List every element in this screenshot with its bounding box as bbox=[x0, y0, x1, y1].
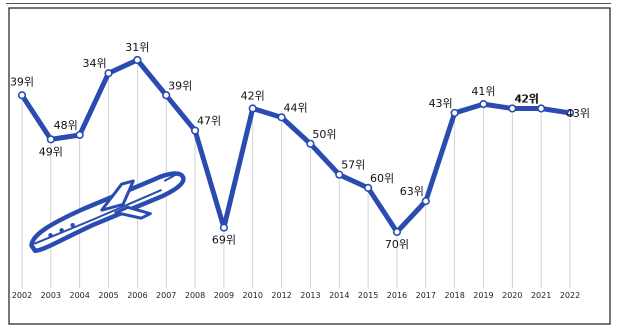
airplane-icon bbox=[29, 171, 186, 254]
data-label-2002: 39위 bbox=[10, 75, 34, 88]
data-point-2006 bbox=[133, 55, 142, 65]
data-point-2002 bbox=[17, 91, 27, 100]
chart-frame bbox=[8, 7, 611, 325]
data-point-2020 bbox=[508, 104, 517, 113]
points-layer bbox=[17, 55, 575, 237]
data-point-2017 bbox=[421, 197, 430, 206]
x-tick-2002: 2002 bbox=[12, 291, 32, 300]
data-point-2018 bbox=[450, 108, 459, 118]
x-tick-2008: 2008 bbox=[185, 291, 205, 300]
x-tick-2019: 2019 bbox=[473, 291, 493, 300]
x-tick-2014: 2014 bbox=[329, 291, 349, 300]
data-label-2020: 42위 bbox=[514, 93, 538, 106]
data-point-2004 bbox=[75, 130, 84, 140]
data-label-2008: 47위 bbox=[197, 115, 221, 128]
x-tick-2003: 2003 bbox=[41, 291, 61, 300]
data-point-2003 bbox=[46, 135, 55, 144]
data-label-2022: 43위 bbox=[566, 107, 590, 120]
grid-layer bbox=[21, 65, 571, 288]
data-point-2008 bbox=[190, 126, 200, 135]
data-label-2005: 34위 bbox=[82, 57, 106, 70]
data-label-2012: 44위 bbox=[284, 101, 308, 114]
x-tick-2006: 2006 bbox=[127, 291, 147, 300]
data-point-2014 bbox=[335, 170, 344, 179]
data-label-2017: 63위 bbox=[400, 185, 424, 198]
data-label-2015: 60위 bbox=[370, 172, 394, 185]
data-label-2007: 39위 bbox=[168, 79, 192, 92]
x-tick-2004: 2004 bbox=[70, 291, 90, 300]
data-label-2003: 49위 bbox=[39, 145, 63, 158]
x-tick-2022: 2022 bbox=[560, 291, 580, 300]
data-label-2014: 57위 bbox=[341, 159, 365, 172]
data-label-2006: 31위 bbox=[125, 41, 149, 54]
x-tick-2013: 2013 bbox=[300, 291, 320, 300]
x-tick-2018: 2018 bbox=[444, 291, 464, 300]
x-tick-2017: 2017 bbox=[416, 291, 436, 300]
ranking-series-line bbox=[19, 57, 573, 235]
data-point-2013 bbox=[306, 139, 315, 148]
x-tick-2012: 2012 bbox=[271, 291, 291, 300]
data-point-2005 bbox=[104, 69, 113, 78]
x-tick-2005: 2005 bbox=[98, 291, 118, 300]
x-tick-2016: 2016 bbox=[387, 291, 407, 300]
data-point-2016 bbox=[392, 227, 402, 237]
data-point-2019 bbox=[479, 100, 488, 109]
x-tick-2009: 2009 bbox=[214, 291, 234, 300]
x-tick-labels-layer: 2002 2003 2004 2005 2006 2007 2008 2009 2010 2012… bbox=[12, 291, 580, 300]
data-label-2009: 69위 bbox=[212, 234, 236, 247]
data-label-2010: 42위 bbox=[241, 90, 265, 103]
data-point-2010 bbox=[248, 104, 257, 113]
data-label-2019: 41위 bbox=[471, 85, 495, 98]
data-point-2022 bbox=[565, 108, 575, 118]
data-point-2021 bbox=[537, 104, 546, 113]
x-tick-2007: 2007 bbox=[156, 291, 176, 300]
x-tick-2015: 2015 bbox=[358, 291, 378, 300]
data-label-2016: 70위 bbox=[385, 238, 409, 251]
data-label-2004: 48위 bbox=[54, 119, 78, 132]
data-label-2018: 43위 bbox=[429, 97, 453, 110]
x-tick-2010: 2010 bbox=[243, 291, 263, 300]
data-labels-layer: 39위 49위 48위 34위 31위 39위 47위 69위 42위 44위 50위 57위 60위 7… bbox=[10, 41, 590, 251]
data-point-2012 bbox=[277, 113, 286, 122]
x-tick-2020: 2020 bbox=[502, 291, 522, 300]
data-point-2015 bbox=[364, 183, 373, 192]
x-tick-2021: 2021 bbox=[531, 291, 551, 300]
data-point-2009 bbox=[219, 223, 228, 232]
data-label-2021: 42위 bbox=[515, 93, 539, 106]
data-point-2007 bbox=[162, 91, 171, 100]
data-label-2013: 50위 bbox=[312, 128, 336, 141]
